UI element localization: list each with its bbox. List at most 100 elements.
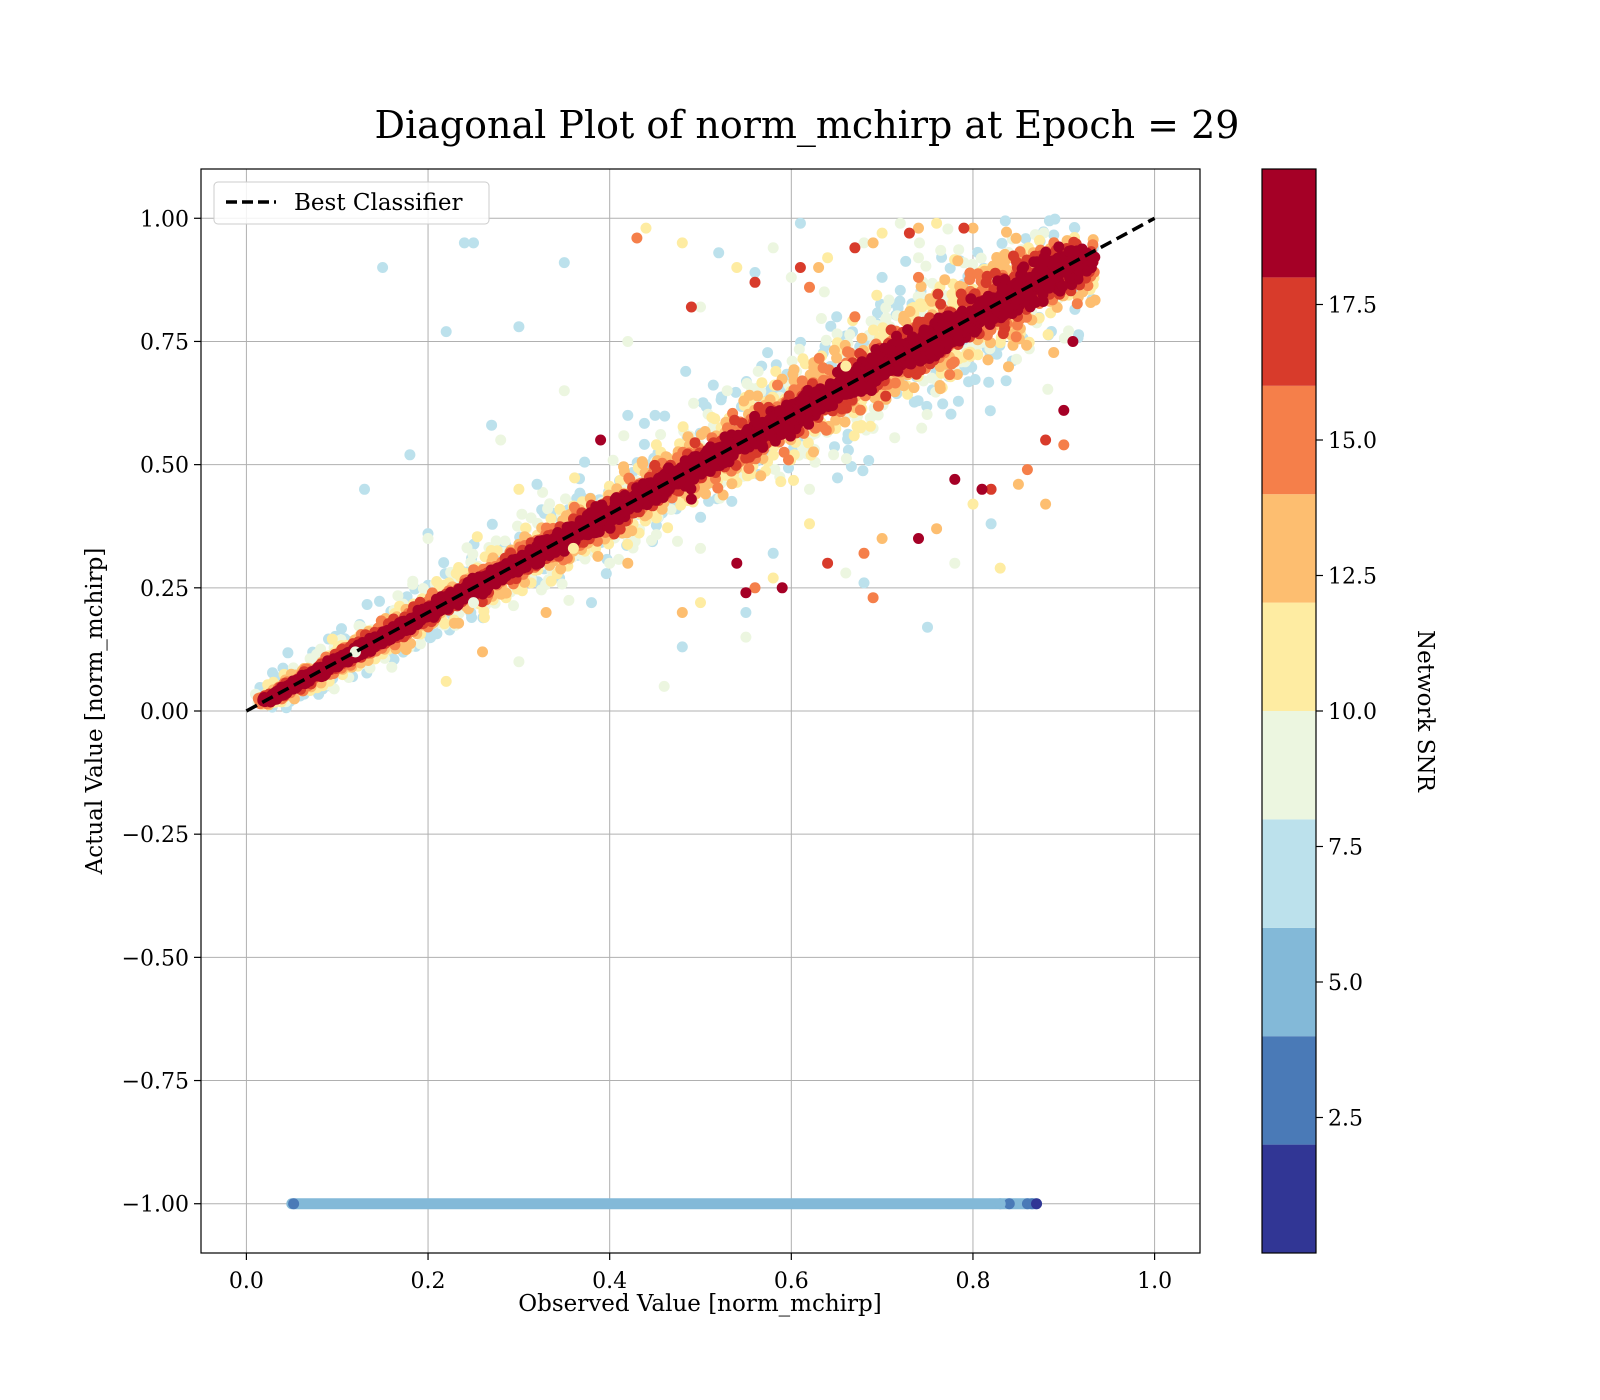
scatter-point (825, 320, 837, 332)
grid (201, 169, 1200, 1253)
scatter-point (967, 258, 978, 270)
scatter-point (952, 395, 964, 407)
scatter-point (392, 590, 404, 602)
scatter-point (655, 429, 667, 440)
scatter-point (994, 337, 1006, 349)
scatter-point (820, 334, 832, 346)
scatter-point (415, 638, 426, 650)
scatter-point (695, 429, 707, 440)
scatter-point (431, 576, 443, 587)
scatter-point (920, 260, 932, 272)
scatter-point (405, 638, 417, 649)
scatter-point (563, 594, 575, 606)
scatter-point (914, 237, 925, 249)
scatter-point (622, 538, 634, 550)
scatter-point (872, 307, 883, 319)
scatter-point (872, 400, 884, 412)
scatter-point (1042, 383, 1054, 395)
scatter-point (854, 404, 866, 416)
scatter-point (982, 354, 994, 366)
scatter-point (937, 398, 949, 410)
scatter-point (1010, 232, 1022, 244)
scatter-point (946, 358, 958, 370)
scatter-point (467, 548, 479, 560)
scatter-point (374, 595, 385, 607)
scatter-point (579, 456, 591, 468)
scatter-point (867, 324, 879, 336)
scatter-point (665, 504, 677, 515)
scatter-point (1068, 222, 1080, 233)
scatter-point (880, 302, 892, 314)
scatter-point (952, 255, 964, 267)
scatter-point (815, 313, 827, 324)
scatter-point (520, 522, 532, 534)
scatter-point (555, 563, 567, 575)
scatter-point (680, 365, 692, 377)
scatter-point (1048, 347, 1060, 358)
scatter-point (600, 568, 612, 580)
scatter-point (953, 244, 965, 256)
scatter-point (487, 552, 499, 564)
scatter-point (478, 605, 490, 617)
scatter-point (707, 379, 719, 391)
scatter-point (417, 583, 429, 594)
scatter-point (659, 410, 671, 422)
scatter-point (894, 284, 906, 296)
scatter-point (945, 408, 957, 420)
scatter-point (889, 432, 901, 444)
scatter-point (863, 455, 875, 466)
scatter-point (386, 661, 398, 673)
scatter-point (695, 511, 707, 523)
scatter-point (802, 437, 814, 449)
scatter-point (614, 523, 626, 535)
scatter-point (614, 474, 626, 486)
scatter-point (855, 422, 867, 434)
scatter-point (1001, 226, 1012, 238)
scatter-point (500, 587, 512, 599)
scatter-point (951, 369, 963, 380)
scatter-point (984, 405, 996, 417)
scatter-point (769, 463, 781, 475)
scatter-point (516, 508, 528, 520)
scatter-point (880, 312, 892, 324)
scatter-point (1000, 375, 1012, 387)
scatter-point (755, 470, 767, 482)
scatter-point (618, 430, 630, 442)
scatter-point (939, 274, 951, 286)
scatter-point (556, 578, 568, 590)
scatter-point (889, 377, 901, 389)
scatter-point (315, 643, 327, 655)
scatter-point (1011, 319, 1023, 331)
scatter-point (921, 400, 933, 412)
scatter-point (898, 380, 910, 392)
scatter-point (947, 297, 959, 309)
scatter-point (508, 600, 519, 612)
scatter-point (490, 535, 502, 547)
scatter-point (857, 465, 869, 477)
scatter-point (844, 347, 856, 359)
scatter-point (649, 459, 661, 471)
scatter-point (1020, 233, 1032, 245)
scatter-point (828, 449, 840, 461)
scatter-point (786, 355, 798, 367)
scatter-point (756, 377, 768, 389)
scatter-point (545, 513, 557, 525)
scatter-point (282, 647, 294, 659)
scatter-point (856, 332, 868, 344)
scatter-point (407, 578, 419, 590)
scatter-point (787, 368, 799, 380)
scatter-point (880, 390, 892, 402)
scatter-point (730, 386, 742, 398)
scatter-point (712, 482, 724, 494)
scatter-point (820, 424, 832, 436)
scatter-point (752, 365, 764, 377)
scatter-point (972, 268, 984, 280)
scatter-point (762, 347, 774, 359)
scatter-point (975, 252, 987, 264)
scatter-point (997, 328, 1009, 340)
scatter-point (613, 553, 625, 565)
scatter-point (813, 352, 825, 364)
scatter-point (840, 453, 852, 465)
scatter-point (545, 575, 557, 587)
